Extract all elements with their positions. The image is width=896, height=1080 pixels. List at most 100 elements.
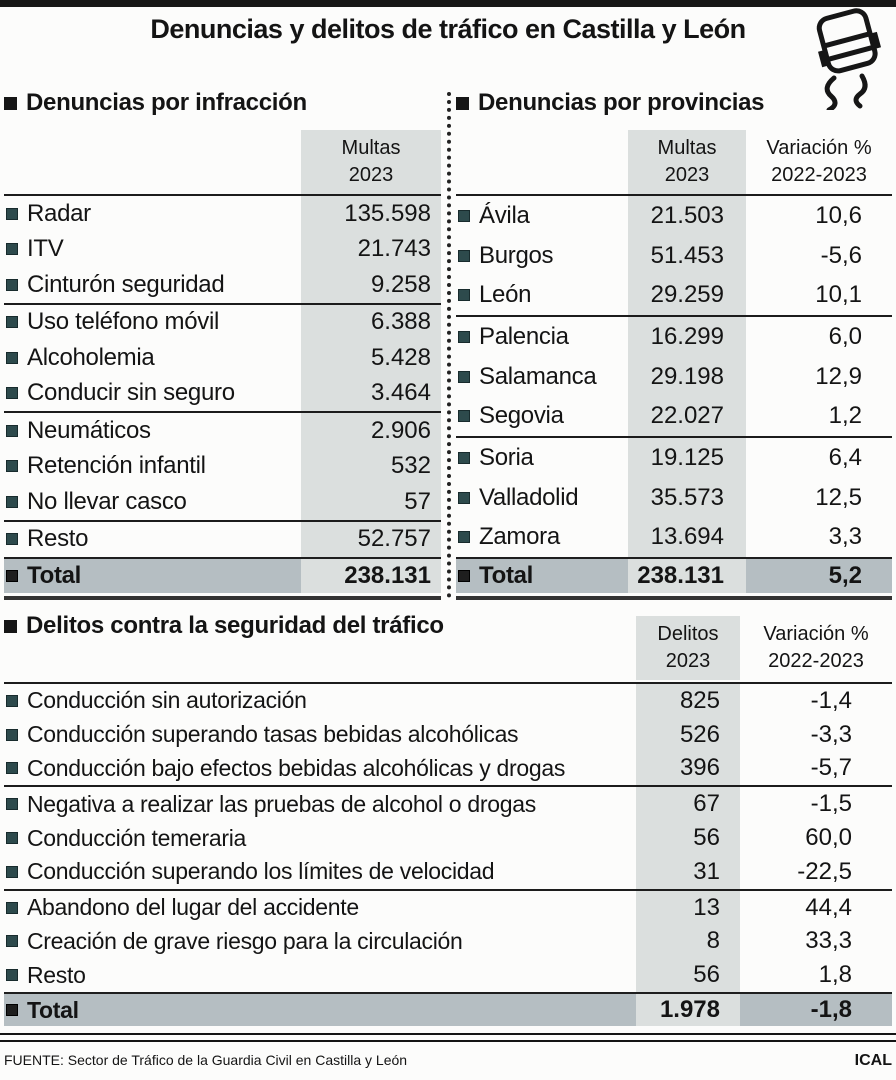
table-row: Salamanca 29.198 12,9 bbox=[456, 356, 892, 397]
bullet-square-icon bbox=[6, 316, 18, 329]
table-row: Resto 56 1,8 bbox=[4, 958, 892, 993]
section-bullet-icon bbox=[4, 619, 17, 633]
column-header-line: Multas bbox=[657, 137, 717, 159]
row-value: -5,7 bbox=[810, 754, 852, 782]
row-value: 19.125 bbox=[628, 438, 746, 478]
column-header-line: 2023 bbox=[348, 164, 394, 186]
bullet-square-icon bbox=[6, 798, 18, 811]
row-value: 6,0 bbox=[828, 322, 862, 350]
section-header-band: Delitos contra la seguridad del tráfico … bbox=[4, 604, 892, 682]
row-value: 16.299 bbox=[628, 317, 746, 357]
row-value: 526 bbox=[636, 717, 740, 752]
row-value: 56 bbox=[636, 958, 740, 993]
row-value: 1,2 bbox=[828, 402, 862, 430]
row-label: Conducción superando los límites de velo… bbox=[4, 855, 636, 889]
bullet-square-icon bbox=[6, 832, 18, 845]
row-value: 825 bbox=[636, 684, 740, 718]
row-label: Conducir sin seguro bbox=[4, 376, 301, 412]
row-label: Radar bbox=[4, 196, 301, 232]
bullet-square-icon bbox=[6, 278, 18, 291]
table-row: Resto 52.757 bbox=[4, 519, 441, 557]
total-value: 238.131 bbox=[628, 559, 746, 593]
page-title: Denuncias y delitos de tráfico en Castil… bbox=[150, 14, 746, 44]
row-label: Alcoholemia bbox=[4, 340, 301, 376]
row-label-text: Total bbox=[479, 562, 534, 589]
row-label: Soria bbox=[456, 438, 628, 478]
row-value: 51.453 bbox=[628, 235, 746, 276]
bullet-square-icon bbox=[6, 1004, 18, 1016]
column-header-line: 2022-2023 bbox=[768, 650, 864, 672]
row-value: 13.694 bbox=[628, 517, 746, 558]
row-label: Conducción temeraria bbox=[4, 821, 636, 855]
row-label-text: Negativa a realizar las pruebas de alcoh… bbox=[27, 790, 536, 817]
row-value: 10,6 bbox=[815, 201, 862, 229]
row-label: Palencia bbox=[456, 317, 628, 357]
row-label-text: No llevar casco bbox=[27, 487, 187, 515]
row-label-text: Ávila bbox=[479, 201, 530, 229]
row-label: Abandono del lugar del accidente bbox=[4, 891, 636, 925]
row-label: Uso teléfono móvil bbox=[4, 305, 301, 341]
table-row: Creación de grave riesgo para la circula… bbox=[4, 924, 892, 959]
bullet-square-icon bbox=[458, 249, 470, 262]
section-heading-text: Denuncias por provincias bbox=[478, 89, 765, 116]
row-label-text: Creación de grave riesgo para la circula… bbox=[27, 927, 463, 954]
bullet-square-icon bbox=[6, 424, 18, 437]
header-rule bbox=[4, 194, 441, 196]
row-label-text: Burgos bbox=[479, 241, 554, 269]
table-row: Radar 135.598 bbox=[4, 196, 441, 232]
row-value: 67 bbox=[636, 787, 740, 822]
row-label-text: Conducción superando tasas bebidas alcoh… bbox=[27, 721, 519, 748]
row-value: 21.743 bbox=[301, 231, 441, 267]
table-row: Segovia 22.027 1,2 bbox=[456, 396, 892, 437]
table-row: Conducción sin autorización 825 -1,4 bbox=[4, 684, 892, 718]
row-label: Retención infantil bbox=[4, 449, 301, 485]
total-label: Total bbox=[4, 994, 636, 1026]
total-row: Total 1.978 -1,8 bbox=[4, 992, 892, 1026]
table-row: Ávila 21.503 10,6 bbox=[456, 196, 892, 236]
table-row: Valladolid 35.573 12,5 bbox=[456, 477, 892, 518]
column-header-line: Delitos bbox=[657, 623, 719, 645]
total-slot: Total 1.978 -1,8 bbox=[4, 992, 892, 1026]
section-provinces: Denuncias por provincias Multas 2023 Var… bbox=[456, 88, 892, 600]
row-label: Zamora bbox=[456, 517, 628, 557]
row-value: 22.027 bbox=[628, 396, 746, 437]
section-crimes: Delitos contra la seguridad del tráfico … bbox=[4, 604, 892, 1026]
row-label: Cinturón seguridad bbox=[4, 267, 301, 303]
row-label-text: ITV bbox=[27, 235, 64, 263]
table-row: Palencia 16.299 6,0 bbox=[456, 315, 892, 357]
row-label-text: Conducción sin autorización bbox=[27, 687, 307, 714]
row-value: 10,1 bbox=[815, 281, 862, 309]
table-row: León 29.259 10,1 bbox=[456, 275, 892, 316]
table-rows: Ávila 21.503 10,6 Burgos 51.453 -5,6 León 29.25… bbox=[456, 196, 892, 558]
row-label: Resto bbox=[4, 958, 636, 992]
bullet-square-icon bbox=[6, 762, 18, 775]
row-label-text: Conducción temeraria bbox=[27, 824, 247, 851]
row-value: 13 bbox=[636, 890, 740, 925]
column-header-line: 2023 bbox=[665, 650, 711, 672]
row-value: 29.198 bbox=[628, 356, 746, 397]
row-value: 31 bbox=[636, 854, 740, 889]
skidding-car-icon bbox=[816, 8, 882, 110]
bullet-square-icon bbox=[458, 451, 470, 464]
row-label: Ávila bbox=[456, 196, 628, 236]
row-value: -1,5 bbox=[810, 790, 852, 818]
credit-text: ICAL bbox=[854, 1052, 892, 1069]
table-row: Conducción bajo efectos bebidas alcohóli… bbox=[4, 751, 892, 786]
table-row: No llevar casco 57 bbox=[4, 484, 441, 520]
section-infractions: Denuncias por infracción Multas 2023 Rad… bbox=[4, 88, 441, 600]
bullet-square-icon bbox=[6, 865, 18, 878]
column-header-delitos: Delitos 2023 bbox=[636, 616, 740, 680]
total-row: Total 238.131 5,2 bbox=[456, 557, 892, 593]
row-value: -1,4 bbox=[810, 686, 852, 714]
table-row: Conducción superando tasas bebidas alcoh… bbox=[4, 717, 892, 752]
vertical-dotted-divider bbox=[441, 88, 456, 600]
source-text: FUENTE: Sector de Tráfico de la Guardia … bbox=[4, 1052, 408, 1068]
section-heading: Delitos contra la seguridad del tráfico bbox=[4, 604, 636, 639]
row-value: 6,4 bbox=[828, 443, 862, 471]
row-value: 56 bbox=[636, 821, 740, 855]
total-value: -1,8 bbox=[810, 996, 852, 1023]
footer: FUENTE: Sector de Tráfico de la Guardia … bbox=[4, 1052, 892, 1070]
table-row: ITV 21.743 bbox=[4, 231, 441, 267]
row-value: 57 bbox=[301, 484, 441, 520]
row-label-text: Abandono del lugar del accidente bbox=[27, 894, 359, 921]
